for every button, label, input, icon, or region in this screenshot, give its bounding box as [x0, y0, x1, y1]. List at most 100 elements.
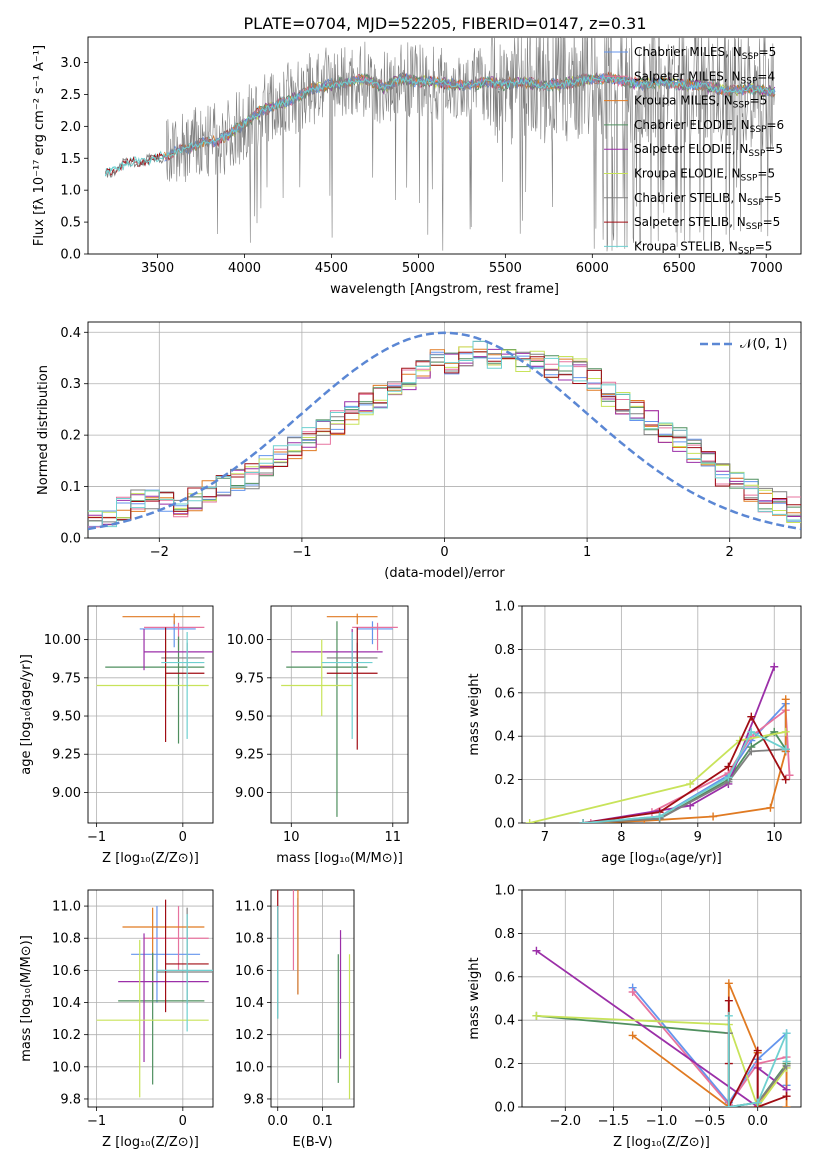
y-axis-label: mass [log₁₀(M/M⊙)] — [19, 935, 34, 1062]
mass-vs-EBV-axes: 0.0 0.1 9.8 10.0 10.2 10.4 10.6 10.8 11.0 E(B-V) — [235, 889, 355, 1150]
age-vs-Z-axes: −1 0 9.00 9.25 9.50 9.75 10.00 Z [log₁₀(Z/Z⊙)] a… — [19, 605, 214, 866]
spectrum-plot-area — [104, 37, 776, 252]
weight-marker — [724, 773, 733, 782]
x-tick-label: 7000 — [750, 261, 783, 276]
y-tick-label: 0.4 — [494, 730, 515, 745]
x-tick-label: 10 — [283, 830, 300, 845]
legend-label: Salpeter STELIB, N — [634, 215, 746, 229]
gaussian-legend-label: 𝒩(0, 1) — [740, 337, 787, 352]
weight-marker — [628, 1031, 637, 1040]
errorbar-kroupa-stelib — [321, 631, 373, 739]
errorbar-chabrier-elodie — [286, 621, 368, 817]
x-tick-label: 0 — [440, 545, 448, 560]
weight-marker — [532, 1011, 541, 1020]
spectrum-axes: 3500 4000 4500 5000 5500 6000 6500 7000 0.0 0.5 1.… — [32, 36, 802, 297]
legend-sub: SSP — [733, 101, 750, 111]
y-tick-label: 1.0 — [494, 600, 515, 615]
x-tick-label: 11 — [385, 830, 402, 845]
legend-sub: SSP — [742, 52, 759, 62]
x-axis-label: wavelength [Angstrom, rest frame] — [330, 282, 559, 297]
y-tick-label: 9.75 — [235, 671, 264, 686]
weight-marker — [782, 1029, 791, 1038]
legend-entry: Kroupa ELODIE, NSSP=5 — [634, 167, 775, 184]
legend-label: Kroupa MILES, N — [634, 94, 733, 108]
errorbar-chabrier-elodie — [118, 952, 205, 1085]
axes-frame — [521, 605, 802, 824]
weight-line — [583, 699, 787, 823]
errorbar-kroupa-miles — [326, 613, 378, 625]
y-axis-label: Flux [fλ 10⁻¹⁷ erg cm⁻² s⁻¹ A⁻¹] — [32, 45, 47, 246]
legend-entry: Chabrier MILES, NSSP=5 — [634, 45, 776, 62]
y-tick-label: 9.8 — [243, 1092, 264, 1107]
errorbar-chabrier-miles — [357, 621, 393, 645]
x-tick-label: 1 — [583, 545, 591, 560]
weight-line — [583, 666, 776, 823]
y-axis-label: age [log₁₀(age/yr)] — [19, 654, 34, 775]
x-axis-label: mass [log₁₀(M/M⊙)] — [276, 851, 403, 866]
weight-marker — [724, 762, 733, 771]
legend-sub: SSP — [738, 246, 755, 256]
errorbar-chabrier-elodie — [105, 636, 205, 744]
legend-label: Chabrier ELODIE, N — [634, 118, 750, 132]
weight-series-kroupa-miles — [579, 695, 790, 823]
y-tick-label: 0.0 — [60, 248, 81, 263]
x-tick-label: 0.0 — [747, 1114, 768, 1129]
y-tick-label: 10.6 — [235, 964, 264, 979]
y-tick-label: 0.4 — [60, 326, 81, 341]
legend-count: =4 — [757, 69, 775, 83]
y-tick-label: 10.0 — [235, 1060, 264, 1075]
legend-label: Kroupa STELIB, N — [634, 239, 738, 253]
age-vs-mass-plot-area — [281, 613, 398, 817]
legend-count: =5 — [757, 167, 775, 181]
weight-series-chabrier-elodie — [579, 727, 790, 823]
histogram-salpeter-stelib — [88, 351, 801, 520]
model-spectrum-top — [104, 73, 776, 177]
y-tick-label: 0.2 — [494, 1057, 515, 1072]
legend-entry: Chabrier STELIB, NSSP=5 — [634, 191, 782, 208]
y-tick-label: 10.2 — [52, 1028, 81, 1043]
y-tick-label: 0.2 — [60, 429, 81, 444]
errorbar-kroupa-elodie — [96, 939, 209, 1098]
weight-marker — [686, 779, 695, 788]
mass-vs-EBV-plot-area — [277, 890, 351, 1099]
y-tick-label: 10.2 — [235, 1028, 264, 1043]
weight-marker — [709, 812, 718, 821]
mass-weight-vs-age-axes: 7 8 9 10 0.0 0.2 0.4 0.6 0.8 1.0 age [log₁₀(age/yr… — [467, 600, 802, 866]
x-tick-label: 0 — [179, 830, 187, 845]
errorbar-salpeter-stelib — [164, 627, 205, 743]
y-tick-label: 2.5 — [60, 88, 81, 103]
axes-frame — [270, 889, 355, 1108]
y-tick-label: 9.75 — [52, 671, 81, 686]
y-axis-label: mass weight — [467, 673, 482, 755]
legend-label: Salpeter ELODIE, N — [634, 142, 748, 156]
x-axis-label: Z [log₁₀(Z/Z⊙)] — [102, 851, 199, 866]
legend-count: =5 — [750, 94, 768, 108]
legend-entry: Salpeter MILES, NSSP=4 — [634, 69, 775, 86]
legend-count: =5 — [763, 215, 781, 229]
legend-sub: SSP — [741, 76, 758, 86]
weight-marker — [782, 1092, 791, 1101]
y-tick-label: 0.2 — [494, 773, 515, 788]
weight-marker — [753, 1046, 762, 1055]
y-tick-label: 0.4 — [494, 1014, 515, 1029]
weight-series-kroupa-stelib — [579, 727, 790, 823]
y-tick-label: 0.5 — [60, 216, 81, 231]
y-tick-label: 9.00 — [235, 786, 264, 801]
y-tick-label: 10.6 — [52, 964, 81, 979]
x-tick-label: −0.5 — [694, 1114, 726, 1129]
y-tick-label: 0.6 — [494, 970, 515, 985]
histogram-kroupa-stelib — [88, 340, 801, 528]
weight-marker — [782, 1057, 791, 1066]
mass-weight-vs-Z-plot-area — [532, 946, 791, 1107]
weight-marker — [724, 979, 733, 988]
legend-count: =5 — [755, 239, 773, 253]
x-tick-label: 9 — [694, 830, 702, 845]
axes-frame — [87, 605, 214, 824]
weight-marker — [724, 1011, 733, 1020]
weight-marker — [770, 662, 779, 671]
weight-marker — [747, 712, 756, 721]
weight-marker — [586, 819, 595, 823]
x-axis-label: E(B-V) — [292, 1135, 332, 1150]
y-tick-label: 9.00 — [52, 786, 81, 801]
